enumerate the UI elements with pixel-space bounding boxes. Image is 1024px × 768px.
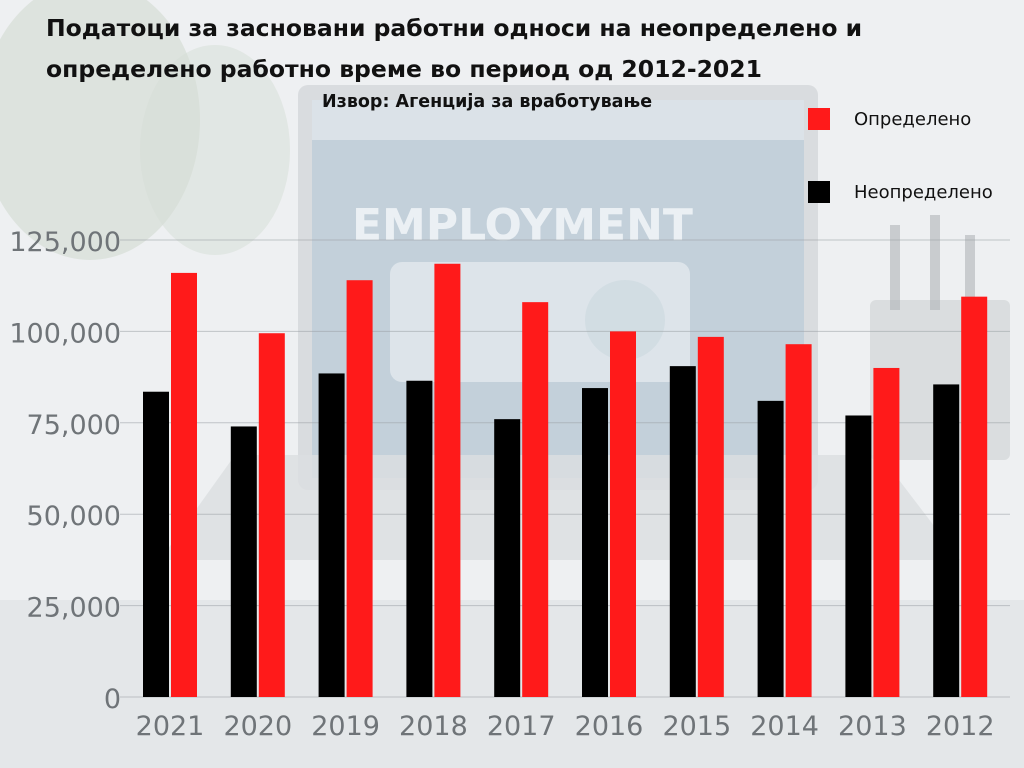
bar-opredeleno-2014 (785, 344, 812, 697)
y-tick-label: 125,000 (9, 227, 121, 258)
chart-title: Податоци за засновани работни односи на … (46, 14, 863, 83)
x-tick-label: 2014 (750, 711, 819, 742)
bar-opredeleno-2021 (171, 272, 197, 697)
bar-opredeleno-2020 (258, 333, 285, 697)
y-tick-label: 25,000 (27, 593, 121, 624)
bar-neopredeleno-2020 (230, 426, 257, 697)
legend-item-neopredeleno: Неопределено (808, 181, 993, 203)
x-tick-label: 2016 (575, 711, 644, 742)
bars (143, 263, 988, 697)
y-axis-ticks: 0 25,000 50,000 75,000 100,000 125,000 (9, 227, 121, 715)
x-tick-label: 2015 (662, 711, 731, 742)
x-tick-label: 2012 (926, 711, 995, 742)
legend-swatch-opredeleno (808, 108, 830, 130)
bar-neopredeleno-2018 (406, 380, 433, 697)
bar-neopredeleno-2016 (582, 388, 608, 697)
bar-opredeleno-2013 (873, 367, 900, 697)
x-tick-label: 2018 (399, 711, 468, 742)
legend-swatch-neopredeleno (808, 181, 830, 203)
bar-opredeleno-2015 (697, 336, 724, 697)
x-tick-label: 2020 (223, 711, 292, 742)
bar-opredeleno-2016 (610, 331, 636, 697)
x-tick-label: 2019 (311, 711, 380, 742)
chart-subtitle: Извор: Агенција за вработување (322, 92, 653, 112)
bar-opredeleno-2012 (961, 296, 988, 697)
y-tick-label: 75,000 (27, 410, 121, 441)
bar-neopredeleno-2021 (143, 391, 169, 697)
bar-neopredeleno-2013 (845, 415, 872, 697)
x-axis-ticks: 2021 2020 2019 2018 2017 2016 2015 2014 2013 2012 (136, 711, 995, 742)
bar-neopredeleno-2012 (933, 384, 960, 697)
bar-neopredeleno-2014 (757, 400, 784, 697)
svg-text:EMPLOYMENT: EMPLOYMENT (352, 200, 693, 251)
x-tick-label: 2021 (136, 711, 205, 742)
x-tick-label: 2013 (838, 711, 907, 742)
bar-neopredeleno-2015 (669, 366, 696, 697)
y-tick-label: 50,000 (27, 501, 121, 532)
legend-item-opredeleno: Определено (808, 108, 971, 130)
legend-label-opredeleno: Определено (854, 108, 972, 130)
y-tick-label: 100,000 (9, 318, 121, 349)
x-tick-label: 2017 (487, 711, 556, 742)
legend-label-neopredeleno: Неопределено (854, 181, 993, 203)
bar-opredeleno-2018 (434, 263, 461, 697)
bar-neopredeleno-2019 (318, 373, 345, 697)
bar-opredeleno-2019 (346, 280, 373, 697)
bar-neopredeleno-2017 (494, 419, 521, 697)
y-tick-label: 0 (104, 684, 121, 715)
bar-opredeleno-2017 (522, 302, 549, 697)
